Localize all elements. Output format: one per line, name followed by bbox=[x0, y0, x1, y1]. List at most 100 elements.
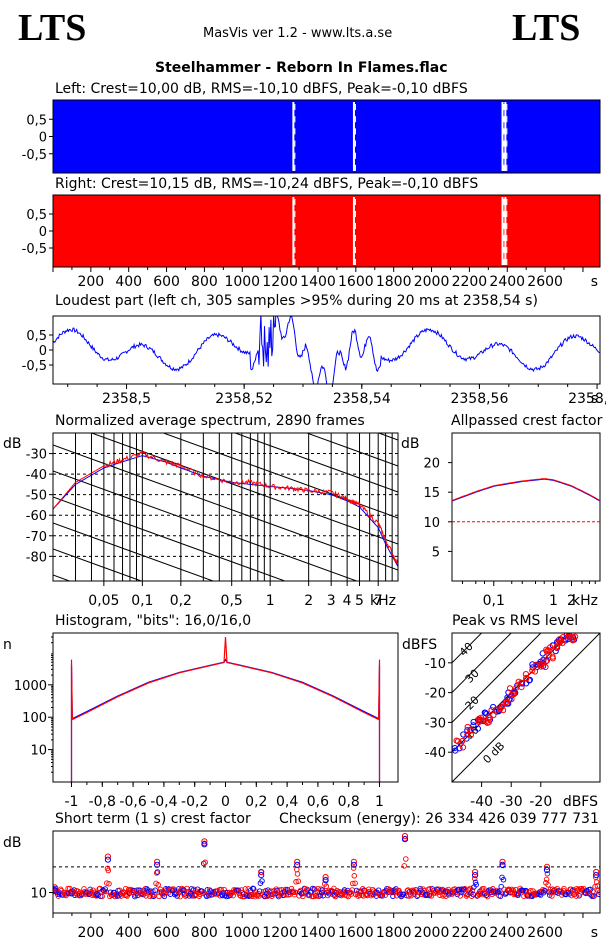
left-gap-dash bbox=[506, 116, 508, 123]
histogram-frame bbox=[52, 632, 399, 783]
time-axis-label: 2200 bbox=[452, 274, 488, 290]
peak-rms-point bbox=[482, 718, 489, 725]
right-y-tick-label: -0,5 bbox=[22, 242, 47, 257]
left-gap-dash bbox=[294, 164, 296, 171]
short-term-point bbox=[161, 893, 168, 900]
short-term-point bbox=[300, 893, 306, 900]
short-term-point bbox=[403, 856, 409, 862]
peak-rms-point bbox=[546, 647, 553, 655]
left-gap-dash bbox=[506, 128, 508, 135]
peak-rms-point bbox=[537, 663, 545, 670]
short-term-point bbox=[481, 885, 487, 892]
left-gap-dash bbox=[503, 152, 505, 159]
peak-rms-frame bbox=[451, 632, 601, 783]
peak-rms-x-tick-label: -30 bbox=[500, 794, 523, 810]
loudest-part-title: Loudest part (left ch, 305 samples >95% … bbox=[55, 293, 538, 309]
right-gap-dash bbox=[506, 199, 508, 205]
lts-logo-left: LTS bbox=[18, 7, 87, 49]
short-term-peak-point bbox=[593, 868, 600, 876]
short-term-point bbox=[426, 892, 433, 899]
spectrum-x-tick-label: 2 bbox=[304, 593, 313, 609]
peak-rms-y-tick-label: -10 bbox=[425, 657, 446, 672]
right-gap-dash bbox=[503, 247, 505, 253]
left-gap-dash bbox=[506, 164, 508, 171]
short-term-point bbox=[154, 869, 161, 875]
peak-rms-point bbox=[531, 668, 539, 675]
peak-rms-x-tick-label: -40 bbox=[470, 794, 493, 810]
short-term-peak-point bbox=[258, 872, 265, 879]
short-term-peak-point bbox=[499, 858, 506, 865]
peak-rms-point bbox=[510, 691, 517, 698]
peak-rms-point bbox=[460, 731, 467, 738]
short-term-point bbox=[92, 892, 99, 898]
peak-rms-diagonal-label: 40 bbox=[457, 640, 476, 659]
short-term-point bbox=[65, 885, 71, 892]
histogram-x-tick-label: -0,2 bbox=[181, 794, 208, 810]
histogram-x-tick-label: 0,8 bbox=[338, 794, 360, 810]
short-term-point bbox=[544, 870, 551, 877]
spectrum-slope-line bbox=[53, 548, 143, 581]
allpass-x-unit: kHz bbox=[572, 593, 598, 609]
peak-rms-point bbox=[566, 633, 573, 640]
short-term-point bbox=[457, 893, 464, 899]
left-gap-dash bbox=[294, 152, 296, 159]
allpass-frame bbox=[451, 432, 601, 582]
loudest-waveform-line bbox=[53, 316, 600, 384]
peak-rms-point bbox=[453, 737, 460, 744]
histogram-x-tick-label: 0 bbox=[221, 794, 230, 810]
histogram-x-tick-label: 0,6 bbox=[307, 794, 329, 810]
allpass-x-tick-label: 0,1 bbox=[483, 593, 505, 609]
right-gap-dash bbox=[503, 211, 505, 217]
short-term-x-tick-label: 1400 bbox=[300, 925, 336, 941]
peak-rms-y-tick-label: -30 bbox=[425, 716, 446, 731]
peak-rms-point bbox=[543, 657, 550, 664]
short-term-peak-point bbox=[350, 858, 357, 865]
peak-rms-point bbox=[529, 661, 536, 668]
histogram-y-tick-label: 10 bbox=[30, 744, 47, 759]
peak-rms-point bbox=[519, 680, 526, 687]
short-term-point bbox=[202, 859, 208, 866]
short-term-peak-point bbox=[294, 858, 301, 865]
peak-rms-point bbox=[467, 731, 475, 738]
short-term-point bbox=[226, 889, 233, 896]
short-term-point bbox=[177, 893, 183, 900]
histogram-y-tick-label: 1000 bbox=[14, 679, 47, 694]
left-gap-dash bbox=[503, 128, 505, 135]
spectrum-slope-line bbox=[233, 433, 398, 493]
short-term-point bbox=[125, 886, 132, 893]
spectrum-x-unit: kHz bbox=[370, 593, 396, 609]
spectrum-slope-line bbox=[53, 705, 398, 830]
short-term-point bbox=[462, 890, 469, 897]
peak-rms-point bbox=[478, 714, 485, 721]
peak-rms-point bbox=[502, 699, 509, 706]
left-gap-dash bbox=[506, 152, 508, 159]
spectrum-y-tick-label: -80 bbox=[26, 550, 47, 565]
short-term-point bbox=[152, 887, 158, 893]
right-gap-dash bbox=[503, 199, 505, 205]
spectrum-y-tick-label: -30 bbox=[26, 448, 47, 463]
spectrum-x-tick-label: 0,1 bbox=[131, 593, 153, 609]
spectrum-y-tick-label: -70 bbox=[26, 530, 47, 545]
right-gap-dash bbox=[354, 259, 356, 265]
peak-rms-point bbox=[493, 706, 500, 713]
histogram-title: Histogram, "bits": 16,0/16,0 bbox=[55, 613, 252, 629]
short-term-x-tick-label: 1000 bbox=[224, 925, 260, 941]
right-y-tick-label: 0 bbox=[39, 225, 47, 240]
short-term-peak-point bbox=[593, 872, 600, 879]
short-term-point bbox=[542, 888, 548, 894]
left-gap-dash bbox=[354, 164, 356, 171]
left-gap-dash bbox=[294, 104, 296, 111]
short-term-x-tick-label: 2000 bbox=[414, 925, 450, 941]
peak-rms-x-tick-label: -20 bbox=[529, 794, 552, 810]
short-term-point bbox=[87, 886, 93, 893]
short-term-point bbox=[317, 892, 324, 899]
left-gap-dash bbox=[506, 140, 508, 147]
short-term-point bbox=[155, 882, 161, 888]
time-axis-label: 400 bbox=[115, 274, 142, 290]
short-term-point bbox=[549, 893, 555, 899]
short-term-peak-point bbox=[472, 872, 479, 879]
allpass-y-unit: dB bbox=[401, 436, 420, 452]
left-waveform-area bbox=[53, 100, 600, 173]
short-term-peak-point bbox=[401, 833, 409, 840]
allpass-y-tick-label: 5 bbox=[432, 545, 440, 560]
